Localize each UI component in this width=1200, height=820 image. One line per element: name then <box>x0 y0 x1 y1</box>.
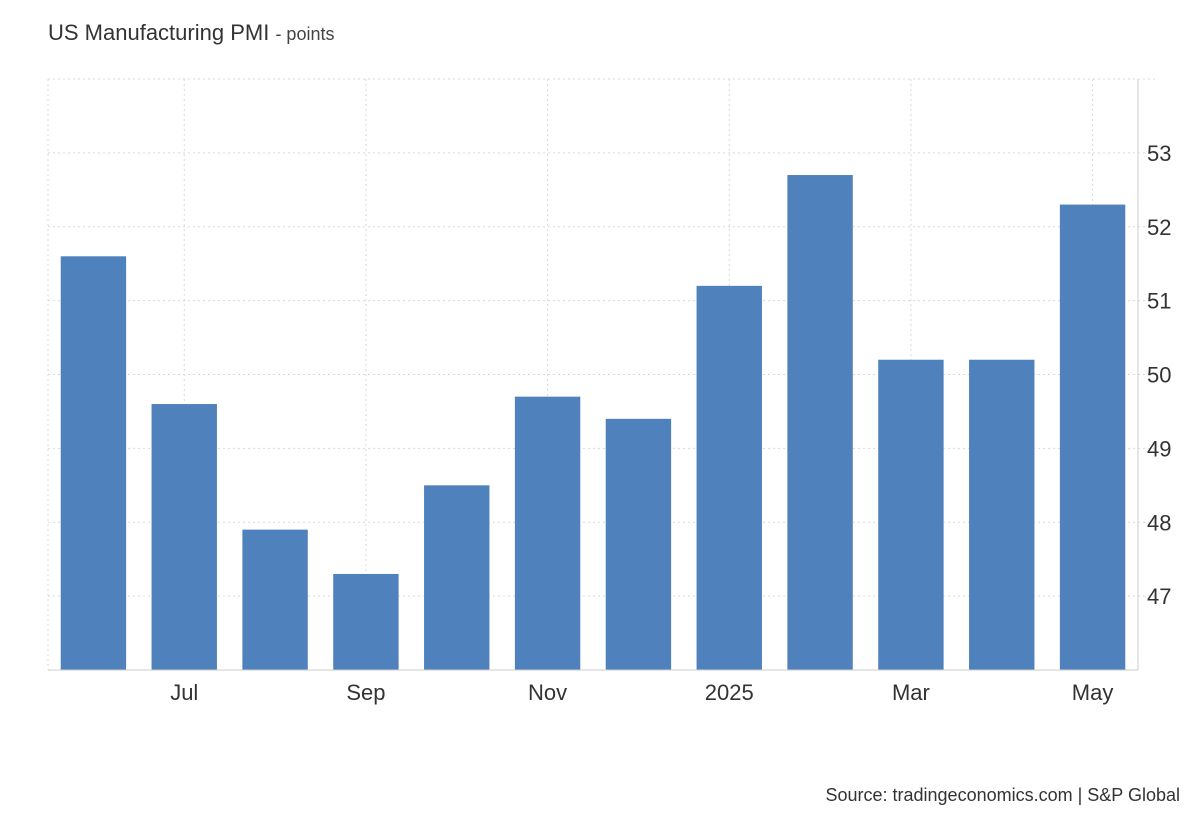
bar-aug <box>242 529 308 670</box>
x-tick-label: Mar <box>892 680 930 705</box>
x-tick-label: May <box>1072 680 1114 705</box>
bars <box>60 175 1126 670</box>
chart-title: US Manufacturing PMI - points <box>48 20 334 46</box>
bar-mar <box>878 359 944 670</box>
bar-may <box>1059 204 1126 670</box>
y-tick-label: 47 <box>1147 584 1171 609</box>
y-tick-label: 51 <box>1147 289 1171 314</box>
bar-jul <box>151 404 217 670</box>
bar-apr <box>969 359 1035 670</box>
source-note: Source: tradingeconomics.com | S&P Globa… <box>825 785 1180 805</box>
x-tick-label: Nov <box>528 680 567 705</box>
bar-jun <box>60 256 127 670</box>
axes <box>48 79 1139 671</box>
bar-dec <box>605 418 672 670</box>
y-tick-label: 48 <box>1147 510 1171 535</box>
x-tick-label: Jul <box>170 680 198 705</box>
y-tick-labels: 47 48 49 50 51 52 53 <box>1147 141 1171 609</box>
chart-title-text: US Manufacturing PMI <box>48 20 270 45</box>
x-tick-label: Sep <box>346 680 385 705</box>
y-tick-label: 50 <box>1147 363 1171 388</box>
y-tick-label: 52 <box>1147 215 1171 240</box>
y-tick-label: 49 <box>1147 436 1171 461</box>
x-tick-labels: Jul Sep Nov 2025 Mar May <box>170 680 1113 705</box>
bar-sep <box>333 573 399 670</box>
chart-unit-label: - points <box>275 24 335 44</box>
x-tick-label: 2025 <box>705 680 754 705</box>
bar-oct <box>424 485 490 670</box>
bar-nov <box>514 396 581 670</box>
bar-2025 <box>696 285 762 670</box>
bar-feb <box>787 175 853 670</box>
y-tick-label: 53 <box>1147 141 1171 166</box>
